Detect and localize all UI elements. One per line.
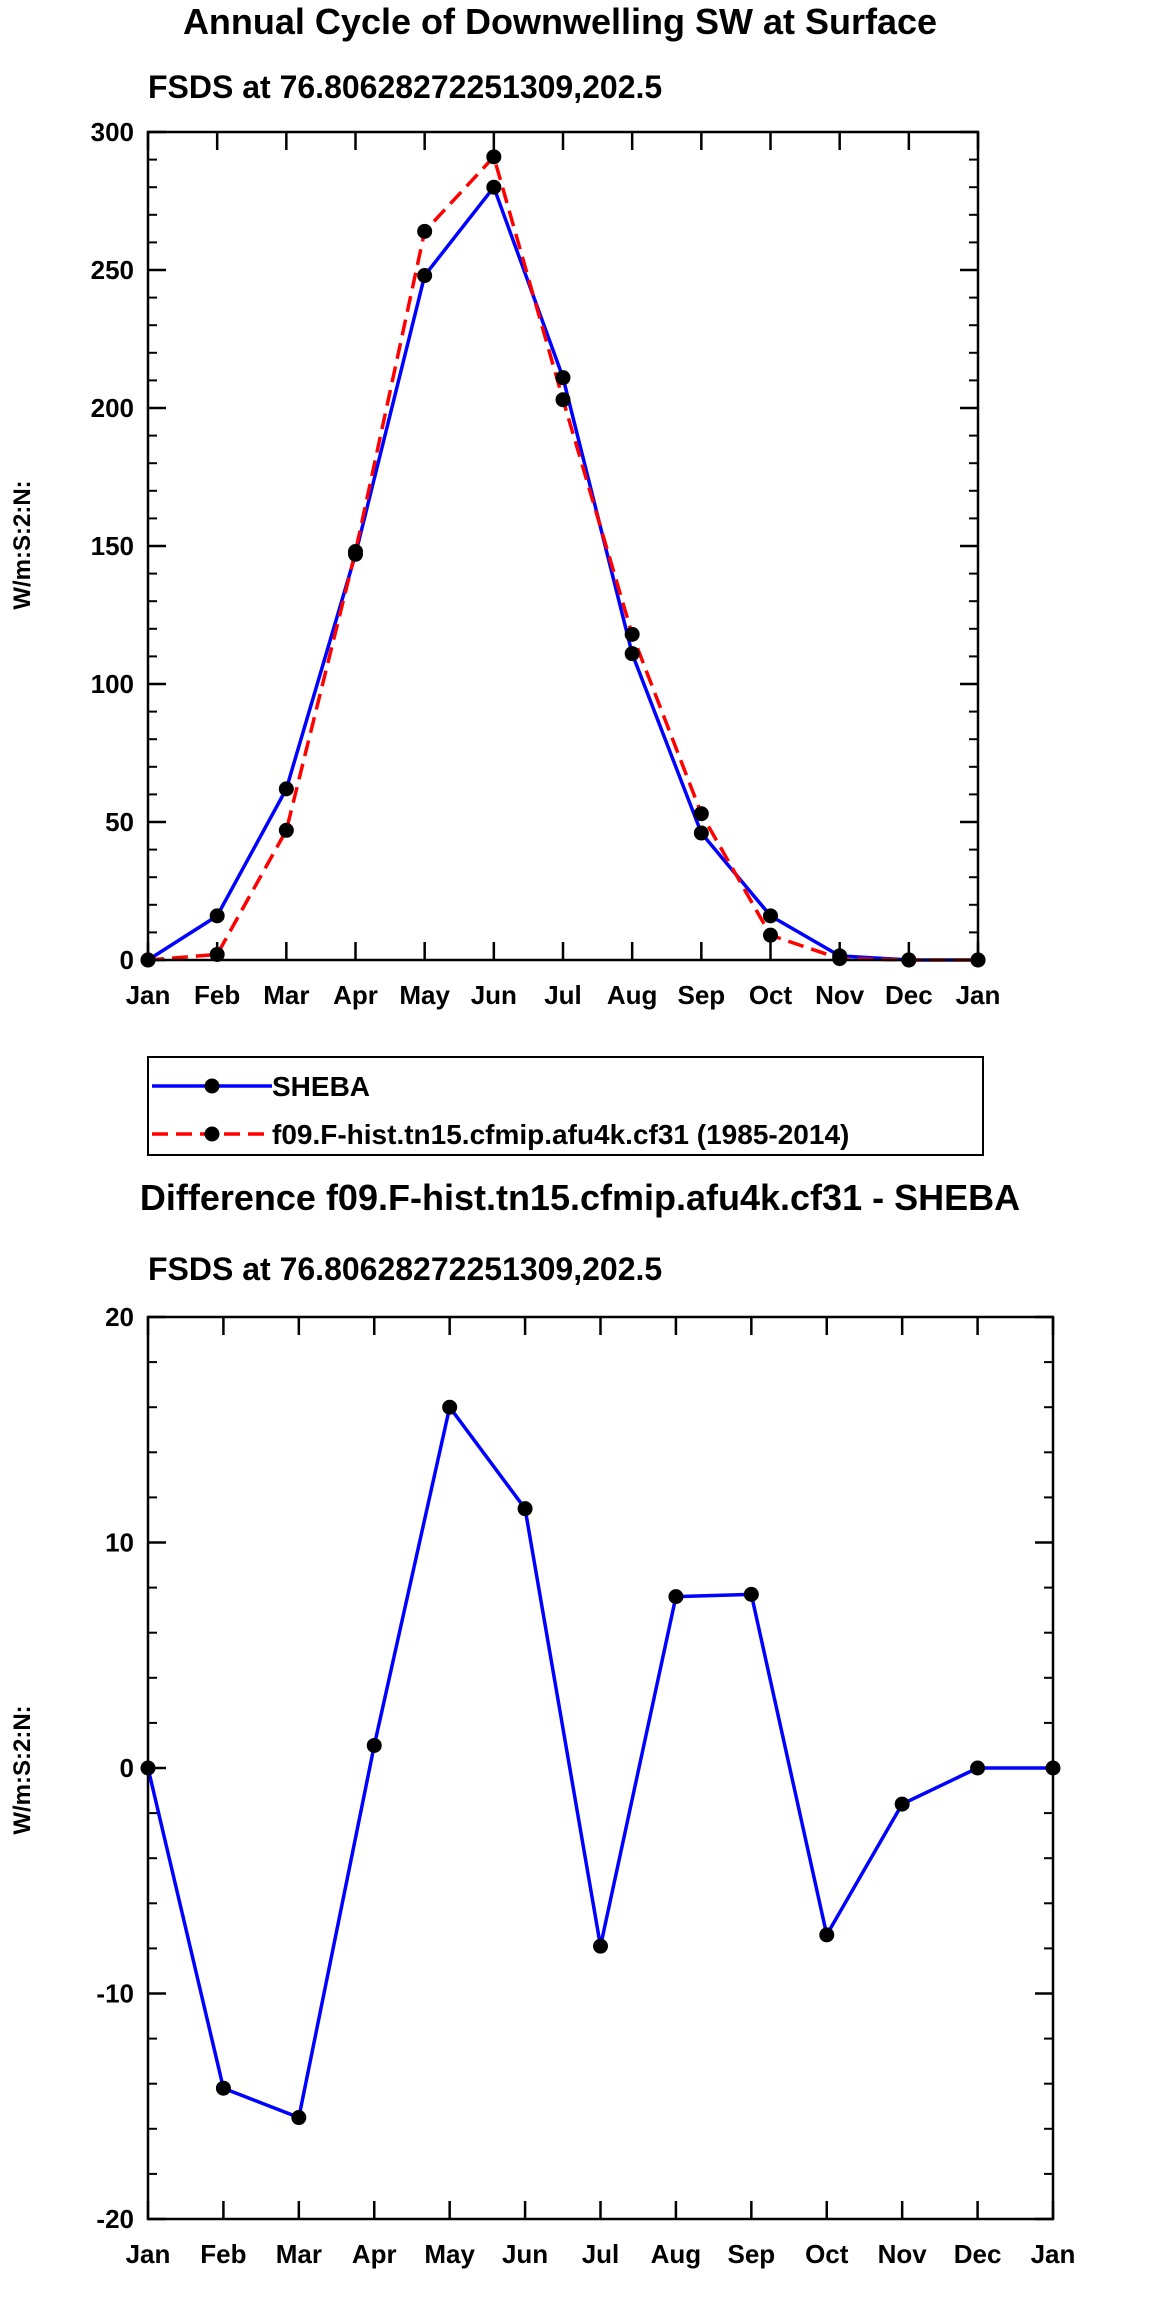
data-point [894,1796,910,1812]
data-point [209,946,225,962]
x-tick-label: Sep [727,2239,775,2269]
data-point [555,392,571,408]
data-point [819,1927,835,1943]
chart2-x-tick-labels: Jan Feb Mar Apr May Jun Jul Aug Sep Oct Nov Dec Jan [126,2239,1076,2269]
data-point [486,149,502,165]
y-tick-label: 100 [91,669,134,699]
data-point [442,1399,458,1415]
x-tick-label: Oct [805,2239,849,2269]
chart2-title: Difference f09.F-hist.tn15.cfmip.afu4k.c… [140,1177,1020,1218]
data-point [763,908,778,924]
data-point [278,822,294,838]
legend-marker-sheba [204,1078,220,1094]
x-tick-label: Jan [1031,2239,1076,2269]
data-point [366,1737,382,1753]
x-tick-label: Jun [502,2239,548,2269]
x-tick-label: Aug [651,2239,702,2269]
data-point [209,908,225,924]
legend-box [147,1056,984,1156]
x-tick-label: Mar [276,2239,322,2269]
y-tick-label: 300 [91,117,134,147]
x-tick-label: Jul [582,2239,620,2269]
x-tick-label: Nov [878,2239,928,2269]
chart1-ylabel: W/m:S:2:N: [9,480,36,609]
legend-item-model: f09.F-hist.tn15.cfmip.afu4k.cf31 (1985-2… [152,1119,849,1150]
y-tick-label: 200 [91,393,134,423]
y-tick-label: 10 [105,1528,134,1558]
data-point [278,781,294,797]
y-tick-label: 150 [91,531,134,561]
chart-annual-cycle: Annual Cycle of Downwelling SW at Surfac… [9,1,1001,1156]
x-tick-label: Jan [126,2239,171,2269]
data-point [517,1501,533,1517]
x-tick-label: Jun [471,980,517,1010]
x-tick-label: Sep [677,980,725,1010]
data-point [743,1586,759,1602]
x-tick-label: Jul [544,980,582,1010]
chart2-subtitle: FSDS at 76.80628272251309,202.5 [148,1251,662,1287]
data-point [624,646,640,662]
x-tick-label: Jan [126,980,171,1010]
x-tick-label: Dec [954,2239,1002,2269]
data-point [348,544,363,560]
x-tick-label: Oct [749,980,793,1010]
chart1-x-tick-labels: Jan Feb Mar Apr May Jun Jul Aug Sep Oct Nov Dec Jan [126,980,1001,1010]
data-point [624,626,640,642]
y-tick-label: -10 [96,1979,134,2009]
y-tick-label: -20 [96,2204,134,2234]
chart-difference: Difference f09.F-hist.tn15.cfmip.afu4k.c… [9,1177,1075,2269]
y-tick-label: 0 [120,945,134,975]
data-point [668,1589,684,1605]
data-point [486,179,502,195]
chart1-ticks [146,130,980,962]
data-point [417,223,433,239]
legend-marker-model [204,1126,220,1142]
data-point [763,927,778,943]
legend-label-model: f09.F-hist.tn15.cfmip.afu4k.cf31 (1985-2… [272,1119,849,1150]
data-point [215,2080,231,2096]
y-tick-label: 50 [105,807,134,837]
series-line-0 [147,185,978,962]
x-tick-label: Apr [333,980,378,1010]
legend-label-sheba: SHEBA [272,1071,370,1102]
chart2-ylabel: W/m:S:2:N: [9,1705,36,1834]
data-point [593,1938,608,1954]
x-tick-label: Nov [815,980,865,1010]
chart2-series [140,1399,1061,2126]
x-tick-label: May [399,980,450,1010]
chart2-y-tick-labels: -20 -10 0 10 20 [96,1302,134,2234]
x-tick-label: Feb [194,980,240,1010]
x-tick-label: May [424,2239,475,2269]
data-point [417,268,433,284]
chart1-legend: SHEBA f09.F-hist.tn15.cfmip.afu4k.cf31 (… [147,1056,984,1156]
x-tick-label: Mar [263,980,309,1010]
data-point [555,370,571,386]
data-point [291,2110,307,2126]
y-tick-label: 250 [91,255,134,285]
x-tick-label: Jan [956,980,1001,1010]
x-tick-label: Apr [352,2239,397,2269]
x-tick-label: Feb [200,2239,246,2269]
chart1-plot-frame [146,130,980,962]
x-tick-label: Aug [607,980,658,1010]
chart1-subtitle: FSDS at 76.80628272251309,202.5 [148,69,662,105]
series-line-1 [147,155,978,962]
data-point [693,806,709,822]
data-point [970,1760,986,1776]
data-point [832,951,848,967]
chart1-y-tick-labels: 0 50 100 150 200 250 300 [91,117,134,975]
legend-item-sheba: SHEBA [152,1071,370,1102]
y-tick-label: 0 [120,1753,134,1783]
chart1-series [140,149,986,968]
x-tick-label: Dec [885,980,933,1010]
y-tick-label: 20 [105,1302,134,1332]
chart2-plot-frame [146,1315,1055,2221]
data-point [693,825,709,841]
chart1-title: Annual Cycle of Downwelling SW at Surfac… [183,1,937,42]
series-line-0 [146,1405,1053,2120]
chart2-ticks [146,1315,1055,2221]
